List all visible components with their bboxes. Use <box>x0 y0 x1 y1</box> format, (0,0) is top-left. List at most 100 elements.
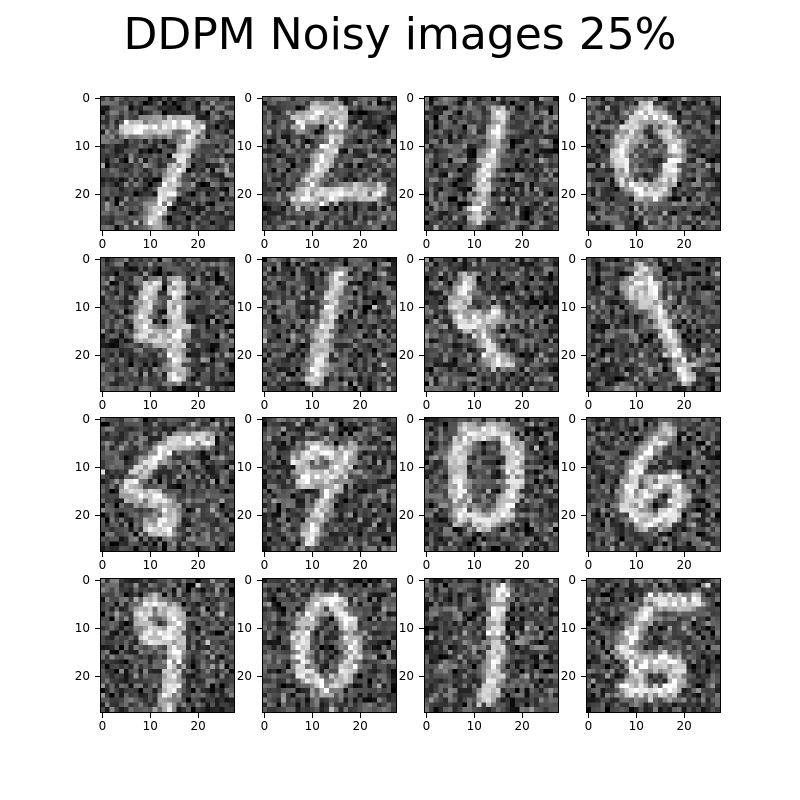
y-tick <box>419 466 424 468</box>
y-tick <box>419 145 424 147</box>
y-tick <box>581 258 586 260</box>
x-tick-label: 10 <box>466 558 482 572</box>
x-tick <box>425 713 427 718</box>
noisy-digit-image <box>586 578 720 712</box>
y-tick-label: 20 <box>398 669 414 684</box>
digit-panel-11: 0 0 10 10 20 20 <box>399 412 559 572</box>
noisy-digit-image <box>262 417 396 551</box>
x-tick-label: 20 <box>514 558 530 572</box>
x-tick-label: 20 <box>190 558 206 572</box>
noisy-digit-image <box>100 96 234 230</box>
y-tick <box>581 145 586 147</box>
x-tick-label: 10 <box>628 719 644 733</box>
x-tick-label: 20 <box>676 398 692 412</box>
y-tick-label: 20 <box>560 348 576 363</box>
x-tick-label: 0 <box>260 398 269 412</box>
y-tick-label: 20 <box>560 508 576 523</box>
y-tick-label: 20 <box>236 187 252 202</box>
x-tick <box>359 552 361 557</box>
digit-panel-12: 0 0 10 10 20 20 <box>561 412 721 572</box>
x-tick <box>101 552 103 557</box>
y-tick <box>257 258 262 260</box>
x-tick <box>311 552 313 557</box>
y-tick-label: 0 <box>82 252 90 267</box>
x-tick <box>425 392 427 397</box>
x-tick <box>149 713 151 718</box>
y-tick-label: 20 <box>236 348 252 363</box>
x-tick <box>359 713 361 718</box>
x-tick-label: 20 <box>514 398 530 412</box>
y-tick <box>419 675 424 677</box>
y-tick <box>257 97 262 99</box>
y-tick-label: 20 <box>560 187 576 202</box>
x-tick-label: 20 <box>352 558 368 572</box>
digit-panel-3: 0 0 10 10 20 20 <box>399 91 559 251</box>
y-tick <box>95 354 100 356</box>
x-tick <box>683 392 685 397</box>
noisy-digit-image <box>100 417 234 551</box>
x-tick-label: 10 <box>142 398 158 412</box>
y-tick-label: 0 <box>244 573 252 588</box>
digit-panel-1: 0 0 10 10 20 20 <box>75 91 235 251</box>
y-tick <box>95 466 100 468</box>
x-tick <box>521 231 523 236</box>
y-tick <box>581 354 586 356</box>
x-tick-label: 10 <box>466 237 482 251</box>
y-tick <box>419 514 424 516</box>
y-tick <box>257 514 262 516</box>
x-tick <box>635 231 637 236</box>
y-tick-label: 10 <box>74 621 90 636</box>
noisy-digit-image <box>424 96 558 230</box>
y-tick-label: 20 <box>236 508 252 523</box>
x-tick-label: 10 <box>628 398 644 412</box>
y-tick <box>257 579 262 581</box>
y-tick <box>581 579 586 581</box>
y-tick-label: 10 <box>560 621 576 636</box>
y-tick <box>95 306 100 308</box>
y-tick <box>581 306 586 308</box>
x-tick-label: 0 <box>260 558 269 572</box>
y-tick <box>95 627 100 629</box>
y-tick <box>581 675 586 677</box>
x-tick <box>683 552 685 557</box>
y-tick <box>95 258 100 260</box>
digit-panel-13: 0 0 10 10 20 20 <box>75 573 235 733</box>
noisy-digit-image <box>262 578 396 712</box>
x-tick <box>473 231 475 236</box>
noisy-digit-image <box>586 257 720 391</box>
y-tick-label: 20 <box>74 669 90 684</box>
y-tick <box>419 258 424 260</box>
y-tick-label: 10 <box>236 621 252 636</box>
x-tick-label: 20 <box>190 237 206 251</box>
x-tick <box>635 392 637 397</box>
digit-panel-7: 0 0 10 10 20 20 <box>399 252 559 412</box>
y-tick <box>419 418 424 420</box>
y-tick-label: 0 <box>568 573 576 588</box>
y-tick <box>419 306 424 308</box>
x-tick-label: 0 <box>422 719 431 733</box>
x-tick <box>311 231 313 236</box>
x-tick <box>263 552 265 557</box>
y-tick-label: 10 <box>560 460 576 475</box>
x-tick-label: 0 <box>584 719 593 733</box>
x-tick <box>635 713 637 718</box>
y-tick-label: 20 <box>398 348 414 363</box>
y-tick-label: 20 <box>398 187 414 202</box>
y-tick-label: 20 <box>74 187 90 202</box>
x-tick-label: 0 <box>422 237 431 251</box>
y-tick-label: 20 <box>236 669 252 684</box>
y-tick-label: 0 <box>244 252 252 267</box>
y-tick <box>257 675 262 677</box>
noisy-digit-image <box>100 578 234 712</box>
y-tick <box>581 466 586 468</box>
y-tick <box>581 97 586 99</box>
x-tick-label: 0 <box>260 237 269 251</box>
x-tick-label: 20 <box>514 237 530 251</box>
y-tick <box>257 193 262 195</box>
figure-title: DDPM Noisy images 25% <box>123 9 677 60</box>
x-tick <box>101 231 103 236</box>
y-tick-label: 20 <box>560 669 576 684</box>
x-tick-label: 10 <box>466 719 482 733</box>
x-tick-label: 0 <box>422 398 431 412</box>
y-tick-label: 0 <box>406 412 414 427</box>
